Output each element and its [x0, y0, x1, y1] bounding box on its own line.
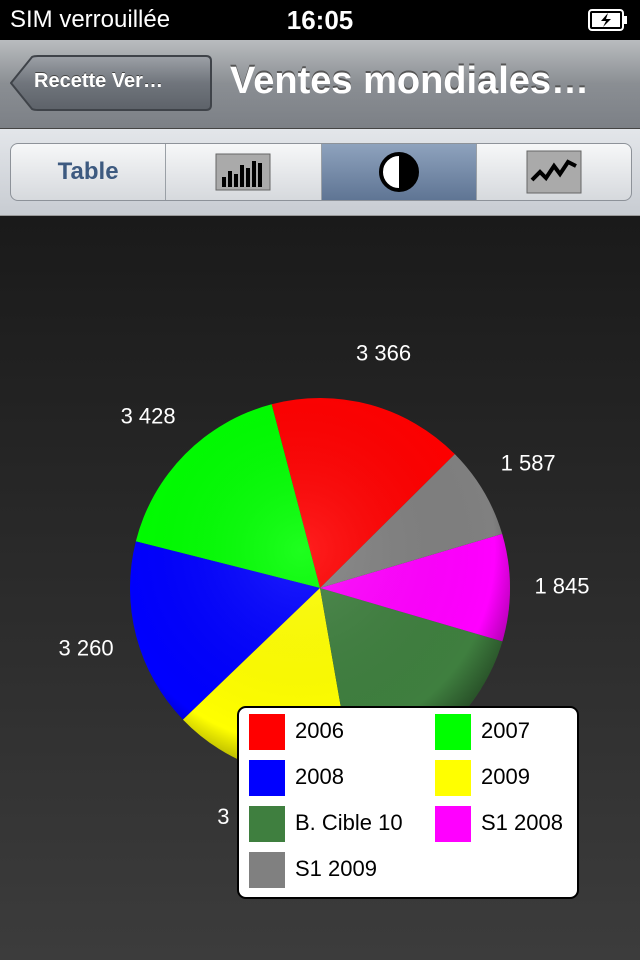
legend-swatch — [249, 852, 285, 888]
legend-label: 2008 — [295, 764, 344, 789]
carrier: SIM verrouillée — [10, 6, 171, 33]
legend-label: B. Cible 10 — [295, 810, 403, 835]
legend: 2006 2007 2008 2009 B. Cible 10 S1 2008 S1 200… — [237, 706, 579, 899]
tab-label: Table — [57, 158, 119, 185]
legend-label: 2006 — [295, 718, 344, 743]
nav-bar: Recette Ver… Ventes mondiales… — [0, 40, 640, 129]
data-label: 3 428 — [121, 403, 176, 428]
pie-tab[interactable] — [321, 144, 477, 200]
battery-icon — [588, 9, 627, 31]
legend-swatch — [249, 760, 285, 796]
legend-swatch — [249, 714, 285, 750]
legend-swatch — [435, 806, 471, 842]
legend-label: S1 2009 — [295, 856, 377, 881]
legend-box — [237, 706, 579, 899]
data-label: 1 587 — [501, 450, 556, 475]
segmented-control: Table — [10, 143, 632, 201]
table-tab[interactable]: Table — [11, 144, 167, 200]
pie-shading — [130, 398, 510, 778]
toolbar: Table — [0, 129, 640, 216]
status-bar: SIM verrouillée 16:05 — [0, 0, 640, 40]
clock: 16:05 — [286, 5, 354, 35]
line-tab[interactable] — [477, 144, 631, 200]
data-label: 3 260 — [59, 636, 114, 661]
data-label: 1 845 — [534, 573, 589, 598]
legend-swatch — [435, 760, 471, 796]
legend-label: 2009 — [481, 764, 530, 789]
data-label: 3 366 — [356, 340, 411, 365]
bar-icon — [215, 153, 271, 191]
legend-swatch — [249, 806, 285, 842]
legend-label: 2007 — [481, 718, 530, 743]
back-button[interactable] — [10, 55, 212, 111]
bar-tab[interactable] — [166, 144, 322, 200]
pie-icon — [378, 152, 419, 192]
back-label: Recette Ver… — [34, 70, 163, 92]
line-icon — [526, 150, 582, 194]
nav-title: Ventes mondiales… — [230, 60, 590, 102]
legend-swatch — [435, 714, 471, 750]
legend-label: S1 2008 — [481, 810, 563, 835]
